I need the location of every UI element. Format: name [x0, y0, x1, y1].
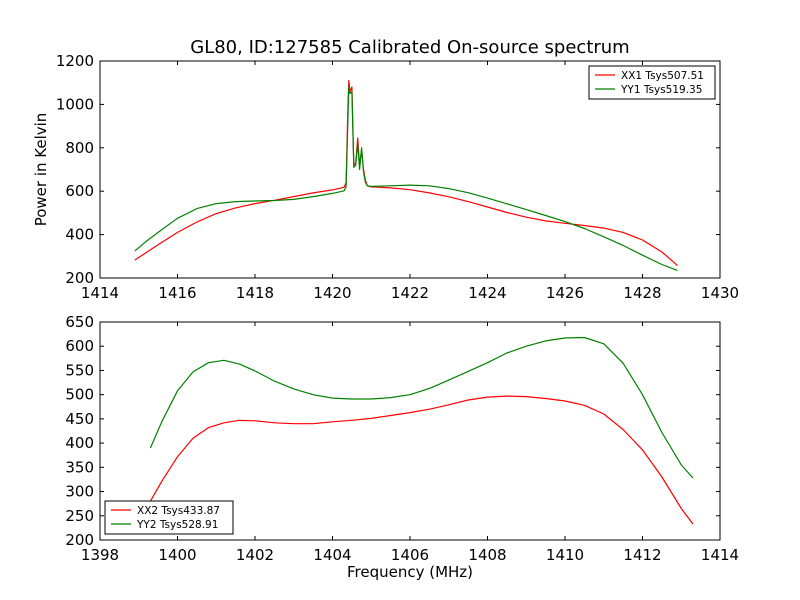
x-tick-label: 1404: [313, 546, 351, 564]
x-tick-label: 1416: [158, 284, 196, 302]
series-line-0-1: [134, 86, 678, 271]
x-tick-label: 1430: [701, 284, 739, 302]
x-tick-label: 1420: [313, 284, 351, 302]
series-line-1-1: [149, 336, 694, 479]
bottom-panel: 1398 1400 1402 1404 1406 1408 1410 1412 1414 200 2…: [65, 313, 739, 581]
y-tick-label: 250: [65, 507, 94, 525]
legend-box: [104, 500, 234, 535]
x-tick-label: 1428: [623, 284, 661, 302]
y-tick-label: 200: [65, 269, 94, 287]
y-tick-label: 1200: [56, 52, 94, 70]
x-tick-label: 1410: [546, 546, 584, 564]
x-tick-label: 1408: [468, 546, 506, 564]
y-tick-label: 800: [65, 139, 94, 157]
y-axis-label: Power in Kelvin: [32, 113, 50, 227]
x-tick-label: 1398: [81, 546, 119, 564]
legend-label: YY2 Tsys528.91: [136, 519, 218, 531]
legend-label: XX2 Tsys433.87: [137, 505, 220, 517]
y-tick-label: 500: [65, 386, 94, 404]
x-tick-label: 1402: [236, 546, 274, 564]
top-panel: 1414 1416 1418 1420 1422 1424 1426 1428 1430 200 4…: [32, 52, 739, 302]
x-tick-label: 1426: [546, 284, 584, 302]
y-tick-label: 350: [65, 458, 94, 476]
legend-box: [588, 65, 716, 100]
y-tick-label: 650: [65, 313, 94, 331]
y-tick-label: 550: [65, 361, 94, 379]
y-tick-label: 600: [65, 337, 94, 355]
series-line-1-0: [149, 395, 694, 525]
chart-title: GL80, ID:127585 Calibrated On-source spe…: [190, 37, 629, 58]
x-tick-label: 1414: [701, 546, 739, 564]
legend-label: XX1 Tsys507.51: [621, 70, 704, 82]
x-tick-label: 1422: [391, 284, 429, 302]
x-tick-label: 1400: [158, 546, 196, 564]
y-tick-label: 400: [65, 226, 94, 244]
x-tick-label: 1412: [623, 546, 661, 564]
y-tick-label: 600: [65, 182, 94, 200]
y-tick-label: 1000: [56, 95, 94, 113]
x-tick-label: 1414: [81, 284, 119, 302]
x-tick-label: 1406: [391, 546, 429, 564]
x-tick-label: 1424: [468, 284, 506, 302]
legend-label: YY1 Tsys519.35: [620, 84, 702, 96]
y-tick-label: 400: [65, 434, 94, 452]
y-tick-label: 300: [65, 483, 94, 501]
x-axis-label: Frequency (MHz): [347, 563, 473, 581]
y-tick-label: 200: [65, 531, 94, 549]
x-tick-label: 1418: [236, 284, 274, 302]
y-tick-label: 450: [65, 410, 94, 428]
